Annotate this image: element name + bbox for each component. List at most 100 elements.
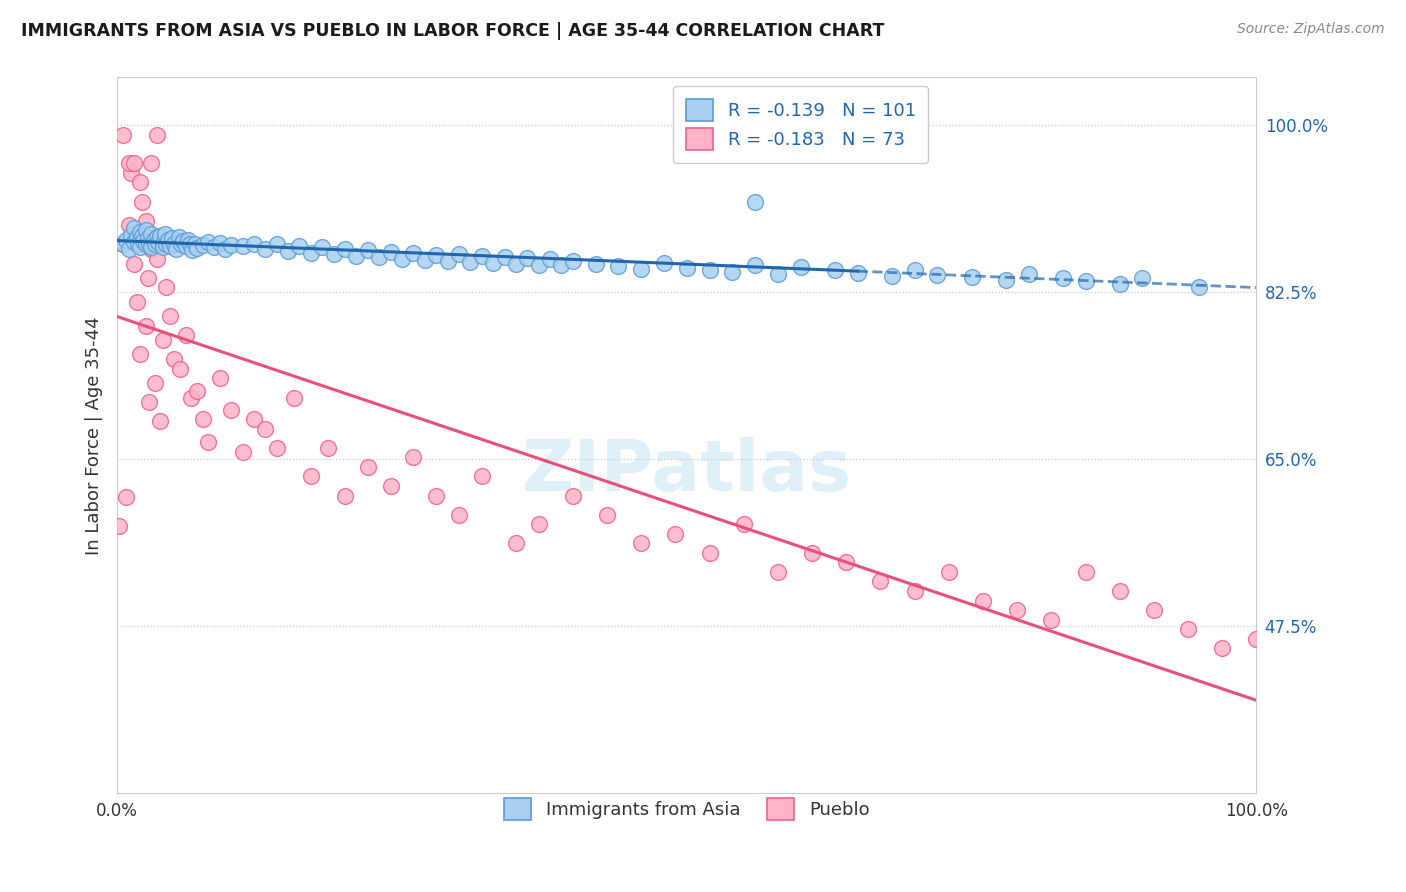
Point <box>789 260 811 275</box>
Point <box>938 565 960 579</box>
Point <box>699 263 721 277</box>
Point <box>550 259 572 273</box>
Point <box>447 508 470 522</box>
Point <box>231 239 253 253</box>
Point <box>402 246 425 260</box>
Point <box>152 333 174 347</box>
Point <box>153 227 176 241</box>
Point <box>146 230 169 244</box>
Point <box>127 233 149 247</box>
Point <box>299 246 322 260</box>
Point <box>357 244 380 258</box>
Legend: Immigrants from Asia, Pueblo: Immigrants from Asia, Pueblo <box>489 783 884 834</box>
Point <box>243 236 266 251</box>
Point <box>129 240 152 254</box>
Point <box>179 237 201 252</box>
Point <box>141 227 163 241</box>
Point <box>170 237 193 252</box>
Point <box>471 469 494 483</box>
Point <box>436 253 458 268</box>
Point <box>174 239 197 253</box>
Point <box>1074 565 1097 579</box>
Point <box>482 255 505 269</box>
Point <box>172 234 194 248</box>
Point <box>316 441 339 455</box>
Point <box>266 441 288 455</box>
Point <box>138 236 160 251</box>
Point <box>124 235 146 249</box>
Point <box>180 391 202 405</box>
Point <box>117 156 139 170</box>
Point <box>117 219 139 233</box>
Point <box>283 391 305 405</box>
Point <box>152 240 174 254</box>
Point <box>1188 280 1211 294</box>
Point <box>157 233 180 247</box>
Point <box>146 128 169 142</box>
Point <box>111 128 134 142</box>
Point <box>824 263 846 277</box>
Point <box>322 247 344 261</box>
Point <box>766 565 789 579</box>
Point <box>129 347 152 361</box>
Point <box>146 252 169 266</box>
Point <box>869 574 891 589</box>
Point <box>1018 267 1040 281</box>
Text: IMMIGRANTS FROM ASIA VS PUEBLO IN LABOR FORCE | AGE 35-44 CORRELATION CHART: IMMIGRANTS FROM ASIA VS PUEBLO IN LABOR … <box>21 22 884 40</box>
Point <box>135 237 157 252</box>
Point <box>425 489 447 503</box>
Point <box>231 444 253 458</box>
Point <box>254 242 277 256</box>
Point <box>1108 277 1130 291</box>
Point <box>177 233 200 247</box>
Point <box>311 240 333 254</box>
Point <box>460 254 482 268</box>
Point <box>471 249 494 263</box>
Point <box>1052 271 1074 285</box>
Point <box>186 384 208 398</box>
Point <box>880 268 903 283</box>
Point <box>124 156 146 170</box>
Point <box>129 176 152 190</box>
Point <box>243 412 266 426</box>
Point <box>801 546 824 560</box>
Point <box>174 328 197 343</box>
Point <box>972 593 994 607</box>
Point <box>142 233 165 247</box>
Point <box>197 435 219 450</box>
Point <box>108 519 131 533</box>
Point <box>132 234 155 248</box>
Point <box>155 280 177 294</box>
Point <box>131 228 153 243</box>
Point <box>846 266 869 280</box>
Point <box>652 255 675 269</box>
Point <box>167 230 190 244</box>
Point <box>125 294 148 309</box>
Point <box>721 265 744 279</box>
Point <box>131 194 153 209</box>
Point <box>219 402 242 417</box>
Point <box>596 508 619 522</box>
Point <box>494 250 516 264</box>
Text: ZIPatlas: ZIPatlas <box>522 437 852 506</box>
Point <box>219 238 242 252</box>
Point <box>561 489 583 503</box>
Point <box>516 251 538 265</box>
Point <box>1143 603 1166 617</box>
Point <box>699 546 721 560</box>
Point <box>152 235 174 250</box>
Point <box>664 526 686 541</box>
Point <box>186 241 208 255</box>
Point <box>159 239 181 253</box>
Point <box>1211 641 1233 656</box>
Point <box>135 213 157 227</box>
Point <box>299 469 322 483</box>
Point <box>169 361 191 376</box>
Point <box>1040 613 1063 627</box>
Point <box>960 269 983 284</box>
Point <box>181 244 204 258</box>
Point <box>380 479 402 493</box>
Point <box>136 271 159 285</box>
Point <box>1177 622 1199 636</box>
Text: Source: ZipAtlas.com: Source: ZipAtlas.com <box>1237 22 1385 37</box>
